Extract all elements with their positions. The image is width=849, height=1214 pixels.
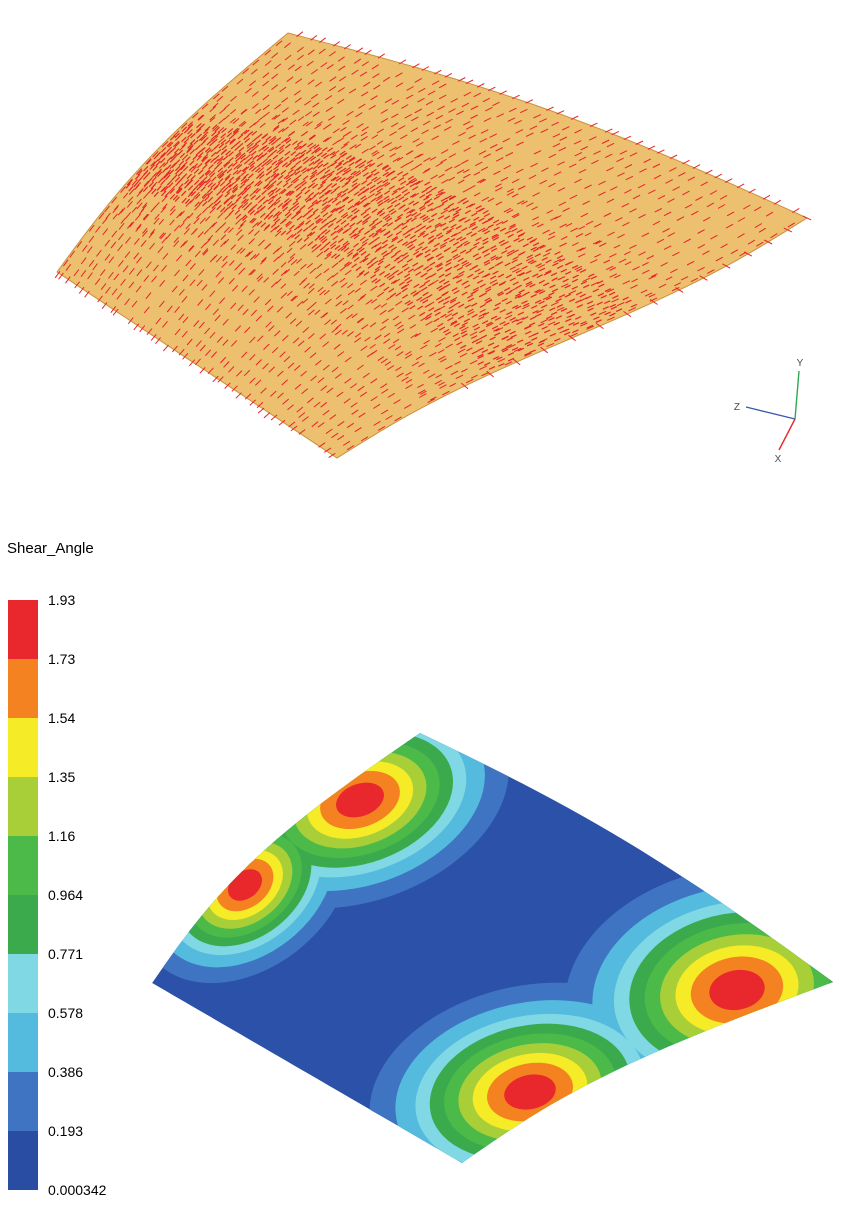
- contour-band: [336, 782, 384, 818]
- legend-color-band: [8, 718, 38, 777]
- legend-color-band: [8, 895, 38, 954]
- legend-color-band: [8, 836, 38, 895]
- fiber-direction-vectors: [54, 31, 800, 459]
- legend-color-band: [8, 1072, 38, 1131]
- fiber-edge-ticks: [460, 215, 812, 390]
- legend-color-bar: [8, 600, 38, 1190]
- legend-color-band: [8, 600, 38, 659]
- legend-value-label: 1.35: [48, 769, 76, 785]
- y-axis-label: Y: [797, 358, 804, 369]
- y-axis-line: [794, 370, 800, 420]
- fabric-surface: [56, 32, 809, 459]
- legend-title: Shear_Angle: [7, 540, 94, 557]
- fiber-direction-plot: [54, 31, 812, 459]
- legend-value-label: 0.193: [48, 1123, 84, 1139]
- legend-color-band: [8, 659, 38, 718]
- z-axis-line: [745, 406, 796, 420]
- shear-angle-contour-plot: [152, 733, 833, 1163]
- axes-triad: Y X Z: [734, 358, 804, 465]
- contour-band: [227, 869, 263, 901]
- legend-value-label: 1.54: [48, 710, 76, 726]
- legend-value-label: 0.771: [48, 946, 84, 962]
- x-axis-line: [778, 418, 796, 451]
- legend-color-band: [8, 1131, 38, 1190]
- x-axis-label: X: [775, 454, 782, 465]
- contour-band: [709, 969, 765, 1011]
- legend-value-label: 1.93: [48, 592, 76, 608]
- z-axis-label: Z: [734, 402, 740, 413]
- fiber-dense-band: [125, 121, 638, 370]
- legend-color-band: [8, 954, 38, 1013]
- legend-color-band: [8, 777, 38, 836]
- legend-value-label: 1.73: [48, 651, 76, 667]
- contour-band: [504, 1074, 556, 1110]
- legend-value-label: 0.578: [48, 1005, 84, 1021]
- legend-color-band: [8, 1013, 38, 1072]
- legend-value-label: 0.386: [48, 1064, 84, 1080]
- legend-value-label: 1.16: [48, 828, 76, 844]
- legend-value-label: 0.000342: [48, 1182, 107, 1198]
- legend-value-label: 0.964: [48, 887, 84, 903]
